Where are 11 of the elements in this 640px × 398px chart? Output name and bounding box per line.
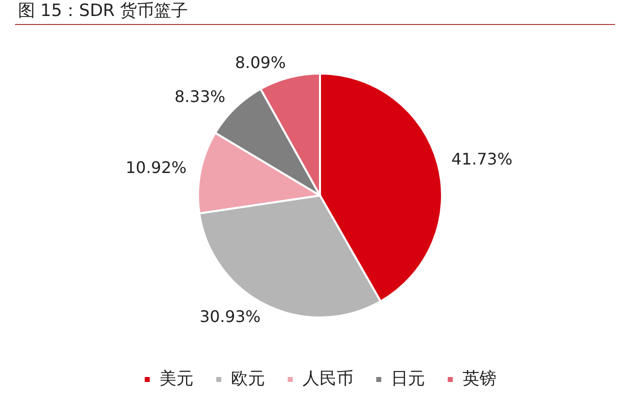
- legend-label: 美元: [159, 368, 194, 389]
- legend-label: 人民币: [302, 368, 354, 389]
- legend-label: 英镑: [462, 368, 496, 389]
- data-label: 8.33%: [174, 87, 226, 106]
- data-label: 10.92%: [126, 158, 187, 178]
- legend-label: 日元: [390, 368, 425, 389]
- chart-title: 图 15：SDR 货币篮子: [18, 0, 188, 22]
- legend-label: 欧元: [230, 368, 265, 389]
- data-label: 8.09%: [234, 53, 286, 72]
- data-label: 30.93%: [200, 306, 261, 326]
- data-label: 41.73%: [451, 150, 512, 169]
